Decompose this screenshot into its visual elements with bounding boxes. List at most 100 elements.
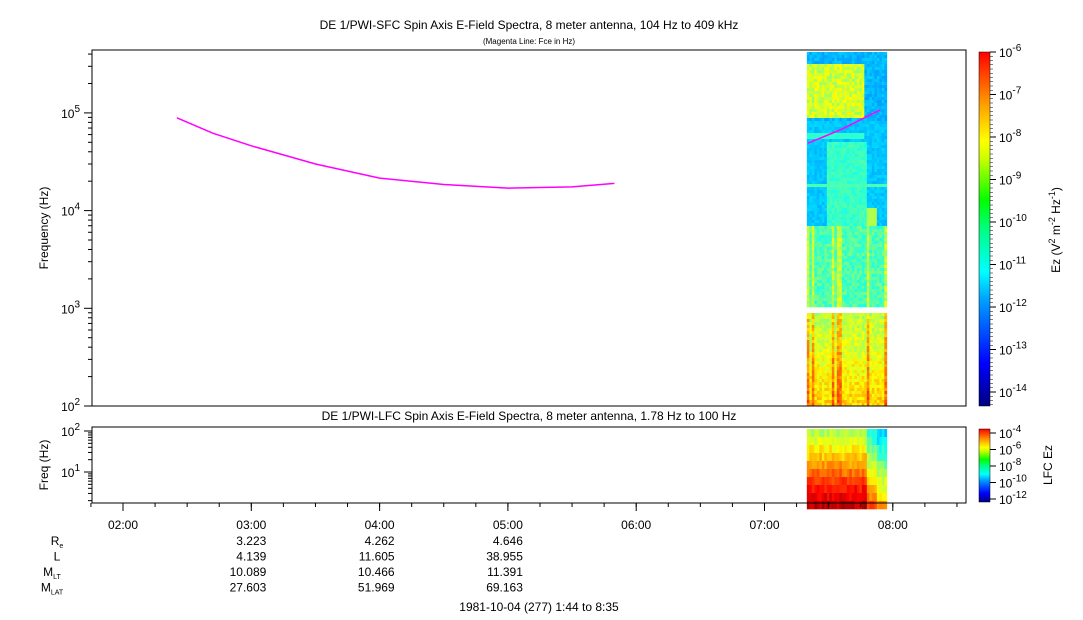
spectrogram-cell (824, 337, 828, 341)
spectrogram-cell (884, 184, 888, 188)
spectrogram-cell (824, 271, 828, 275)
spectrogram-cell (839, 154, 843, 158)
spectrogram-cell (834, 67, 838, 71)
spectrogram-cell (831, 235, 835, 239)
spectrogram-cell (881, 280, 885, 284)
spectrogram-cell (879, 382, 883, 386)
spectrogram-cell (851, 151, 855, 155)
spectrogram-cell (811, 148, 815, 152)
spectrogram-cell (859, 172, 863, 176)
spectrogram-cell (841, 265, 845, 269)
spectrogram-cell (809, 97, 813, 101)
spectrogram-cell (841, 169, 845, 173)
spectrogram-cell (814, 103, 818, 107)
spectrogram-cell (809, 67, 813, 71)
spectrogram-cell (831, 247, 835, 251)
spectrogram-cell (824, 397, 828, 401)
spectrogram-cell (831, 61, 835, 65)
spectrogram-cell (834, 205, 838, 209)
spectrogram-cell (874, 388, 878, 392)
spectrogram-cell (861, 52, 865, 56)
spectrogram-cell (826, 343, 830, 347)
spectrogram-cell (884, 301, 888, 305)
spectrogram-cell (881, 232, 885, 236)
spectrogram-cell (819, 298, 823, 302)
spectrogram-cell (876, 382, 880, 386)
spectrogram-cell (829, 163, 833, 167)
spectrogram-cell (876, 178, 880, 182)
spectrogram-cell (819, 253, 823, 257)
spectrogram-cell (834, 313, 838, 317)
spectrogram-cell (856, 67, 860, 71)
spectrogram-cell (806, 301, 810, 305)
spectrogram-cell (819, 493, 823, 502)
spectrogram-cell (819, 265, 823, 269)
spectrogram-cell (806, 379, 810, 383)
spectrogram-cell (854, 112, 858, 116)
spectrogram-cell (811, 385, 815, 389)
spectrogram-cell (819, 301, 823, 305)
spectrogram-cell (841, 133, 845, 137)
spectrogram-cell (829, 136, 833, 140)
spectrogram-cell (849, 151, 853, 155)
spectrogram-cell (824, 313, 828, 317)
spectrogram-cell (881, 109, 885, 113)
spectrogram-cell (831, 157, 835, 161)
spectrogram-cell (869, 247, 873, 251)
spectrogram-cell (871, 316, 875, 320)
spectrogram-cell (884, 133, 888, 137)
spectrogram-cell (846, 244, 850, 248)
spectrogram-cell (826, 469, 830, 478)
spectrogram-cell (866, 157, 870, 161)
spectrogram-cell (806, 97, 810, 101)
spectrogram-cell (819, 355, 823, 359)
spectrogram-cell (874, 58, 878, 62)
spectrogram-cell (884, 160, 888, 164)
spectrogram-cell (884, 67, 888, 71)
spectrogram-cell (839, 289, 843, 293)
spectrogram-cell (844, 211, 848, 215)
spectrogram-cell (831, 391, 835, 395)
spectrogram-cell (869, 217, 873, 221)
spectrogram-cell (854, 166, 858, 170)
spectrogram-cell (869, 58, 873, 62)
spectrogram-cell (871, 229, 875, 233)
spectrogram-cell (841, 322, 845, 326)
spectrogram-cell (806, 334, 810, 338)
spectrogram-cell (814, 184, 818, 188)
spectrogram-cell (846, 319, 850, 323)
spectrogram-cell (881, 397, 885, 401)
spectrogram-cell (871, 175, 875, 179)
spectrogram-cell (884, 163, 888, 167)
spectrogram-cell (814, 283, 818, 287)
spectrogram-cell (844, 88, 848, 92)
spectrogram-cell (861, 97, 865, 101)
spectrogram-cell (869, 400, 873, 404)
spectrogram-cell (861, 253, 865, 257)
spectrogram-cell (811, 82, 815, 86)
spectrogram-cell (851, 394, 855, 398)
spectrogram-cell (879, 316, 883, 320)
spectrogram-cell (861, 205, 865, 209)
spectrogram-cell (859, 485, 863, 494)
spectrogram-cell (834, 256, 838, 260)
spectrogram-cell (849, 400, 853, 404)
spectrogram-cell (824, 485, 828, 494)
spectrogram-cell (874, 437, 878, 446)
spectrogram-cell (824, 163, 828, 167)
spectrogram-cell (831, 280, 835, 284)
spectrogram-cell (854, 340, 858, 344)
spectrogram-cell (861, 346, 865, 350)
spectrogram-cell (849, 403, 853, 407)
spectrogram-cell (876, 70, 880, 74)
spectrogram-cell (884, 70, 888, 74)
spectrogram-cell (816, 349, 820, 353)
spectrogram-cell (879, 145, 883, 149)
spectrogram-cell (836, 238, 840, 242)
spectrogram-cell (869, 184, 873, 188)
spectrogram-cell (821, 211, 825, 215)
spectrogram-cell (871, 349, 875, 353)
spectrogram-cell (809, 346, 813, 350)
spectrogram-cell (861, 118, 865, 122)
spectrogram-cell (879, 97, 883, 101)
